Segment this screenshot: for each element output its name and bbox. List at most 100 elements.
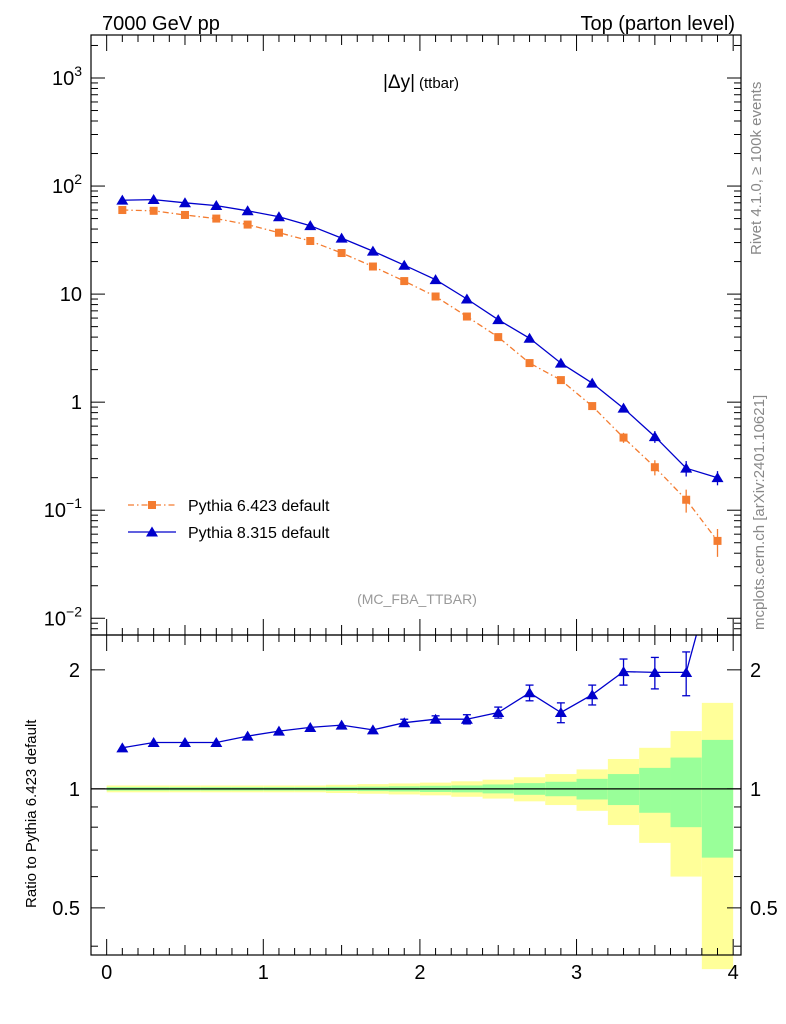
ratio-ytick-label-right: 1	[750, 779, 761, 801]
ratio-point	[116, 742, 129, 753]
series-line-1	[122, 198, 718, 479]
data-point-square	[619, 433, 628, 442]
data-point-triangle	[586, 377, 599, 388]
x-tick-label: 3	[571, 962, 582, 984]
header-right: Top (parton level)	[580, 13, 735, 35]
data-point-square	[149, 206, 158, 215]
x-tick-label: 0	[101, 962, 112, 984]
data-point-square	[431, 292, 440, 301]
data-point-triangle	[272, 211, 285, 222]
rivet-version-label: Rivet 4.1.0, ≥ 100k events	[748, 82, 765, 255]
data-point-square	[462, 312, 471, 321]
data-point-triangle	[398, 259, 411, 270]
data-point-square	[588, 402, 597, 411]
ratio-point	[523, 687, 536, 698]
data-point-triangle	[492, 314, 505, 325]
ratio-line	[122, 635, 698, 749]
ratio-point	[272, 725, 285, 736]
main-ytick-label: 102	[52, 171, 82, 198]
data-point-square	[306, 237, 315, 246]
ratio-frame	[90, 634, 742, 956]
ratio-point	[241, 730, 254, 741]
uncertainty-band-inner	[670, 757, 702, 828]
legend: Pythia 6.423 default Pythia 8.315 defaul…	[128, 498, 330, 542]
main-ytick-label: 10−1	[44, 495, 82, 522]
data-point-square	[243, 220, 252, 229]
ratio-point	[366, 724, 379, 735]
ratio-point	[586, 689, 599, 700]
data-point-triangle	[460, 293, 473, 304]
data-point-triangle	[711, 472, 724, 483]
data-point-square	[556, 376, 565, 385]
analysis-label: (MC_FBA_TTBAR)	[357, 591, 477, 607]
ratio-point	[429, 713, 442, 724]
x-tick-label: 1	[258, 962, 269, 984]
main-ytick-label: 10	[60, 284, 82, 306]
ratio-point	[460, 713, 473, 724]
data-point-triangle	[523, 332, 536, 343]
ratio-ytick-label-right: 2	[750, 660, 761, 682]
legend-label-pythia6: Pythia 6.423 default	[188, 498, 330, 515]
data-point-triangle	[178, 197, 191, 208]
ratio-point	[210, 736, 223, 747]
data-point-square	[368, 262, 377, 271]
legend-marker-pythia6	[148, 501, 156, 509]
x-tick-label: 2	[414, 962, 425, 984]
ratio-point	[398, 717, 411, 728]
observable-subtitle: (ttbar)	[419, 75, 459, 92]
main-ytick-label: 1	[71, 392, 82, 414]
data-point-triangle	[648, 431, 661, 442]
ratio-ytick-label-left: 0.5	[52, 898, 80, 920]
data-point-square	[494, 333, 503, 342]
data-point-triangle	[116, 194, 129, 205]
x-tick-label: 4	[728, 962, 739, 984]
legend-label-pythia8: Pythia 8.315 default	[188, 525, 330, 542]
ratio-ytick-label-left: 1	[69, 779, 80, 801]
ratio-point	[617, 666, 630, 677]
data-point-triangle	[210, 200, 223, 211]
data-point-square	[212, 214, 221, 223]
ratio-point	[335, 719, 348, 730]
data-point-square	[274, 228, 283, 237]
ratio-point	[554, 707, 567, 718]
ratio-point	[492, 707, 505, 718]
data-point-triangle	[147, 194, 160, 205]
data-point-square	[400, 277, 409, 286]
data-point-triangle	[617, 402, 630, 413]
data-point-triangle	[429, 274, 442, 285]
ratio-panel: 2 2 1 1 0.5 0.5 0 1 2 3 4 Ratio to Pythia 6.423 de…	[23, 635, 778, 984]
ratio-point	[147, 736, 160, 747]
header-left: 7000 GeV pp	[102, 13, 220, 35]
data-point-triangle	[554, 357, 567, 368]
observable-title: |Δy|	[383, 72, 415, 93]
main-frame	[90, 34, 742, 636]
ratio-ylabel: Ratio to Pythia 6.423 default	[23, 719, 40, 908]
data-point-square	[650, 463, 659, 472]
data-point-triangle	[241, 205, 254, 216]
data-point-square	[682, 495, 691, 504]
data-point-square	[118, 206, 127, 215]
data-point-triangle	[335, 232, 348, 243]
main-ytick-label: 10−2	[44, 603, 82, 630]
ratio-point	[648, 666, 661, 677]
data-point-triangle	[366, 245, 379, 256]
series-line-0	[122, 209, 719, 542]
ratio-ytick-label-right: 0.5	[750, 898, 778, 920]
ratio-point	[304, 721, 317, 732]
data-point-square	[713, 536, 722, 545]
main-ytick-label: 103	[52, 63, 82, 90]
data-point-triangle	[304, 220, 317, 231]
data-point-square	[337, 249, 346, 258]
uncertainty-band-inner	[701, 739, 734, 858]
data-point-square	[180, 210, 189, 219]
ratio-ytick-label-left: 2	[69, 660, 80, 682]
legend-marker-pythia8	[146, 526, 158, 537]
uncertainty-band-inner	[607, 774, 640, 806]
mcplots-label: mcplots.cern.ch [arXiv:2401.10621]	[751, 395, 768, 630]
ratio-point	[680, 666, 693, 677]
uncertainty-band-inner	[639, 767, 671, 813]
data-point-square	[525, 359, 534, 368]
ratio-point	[178, 736, 191, 747]
